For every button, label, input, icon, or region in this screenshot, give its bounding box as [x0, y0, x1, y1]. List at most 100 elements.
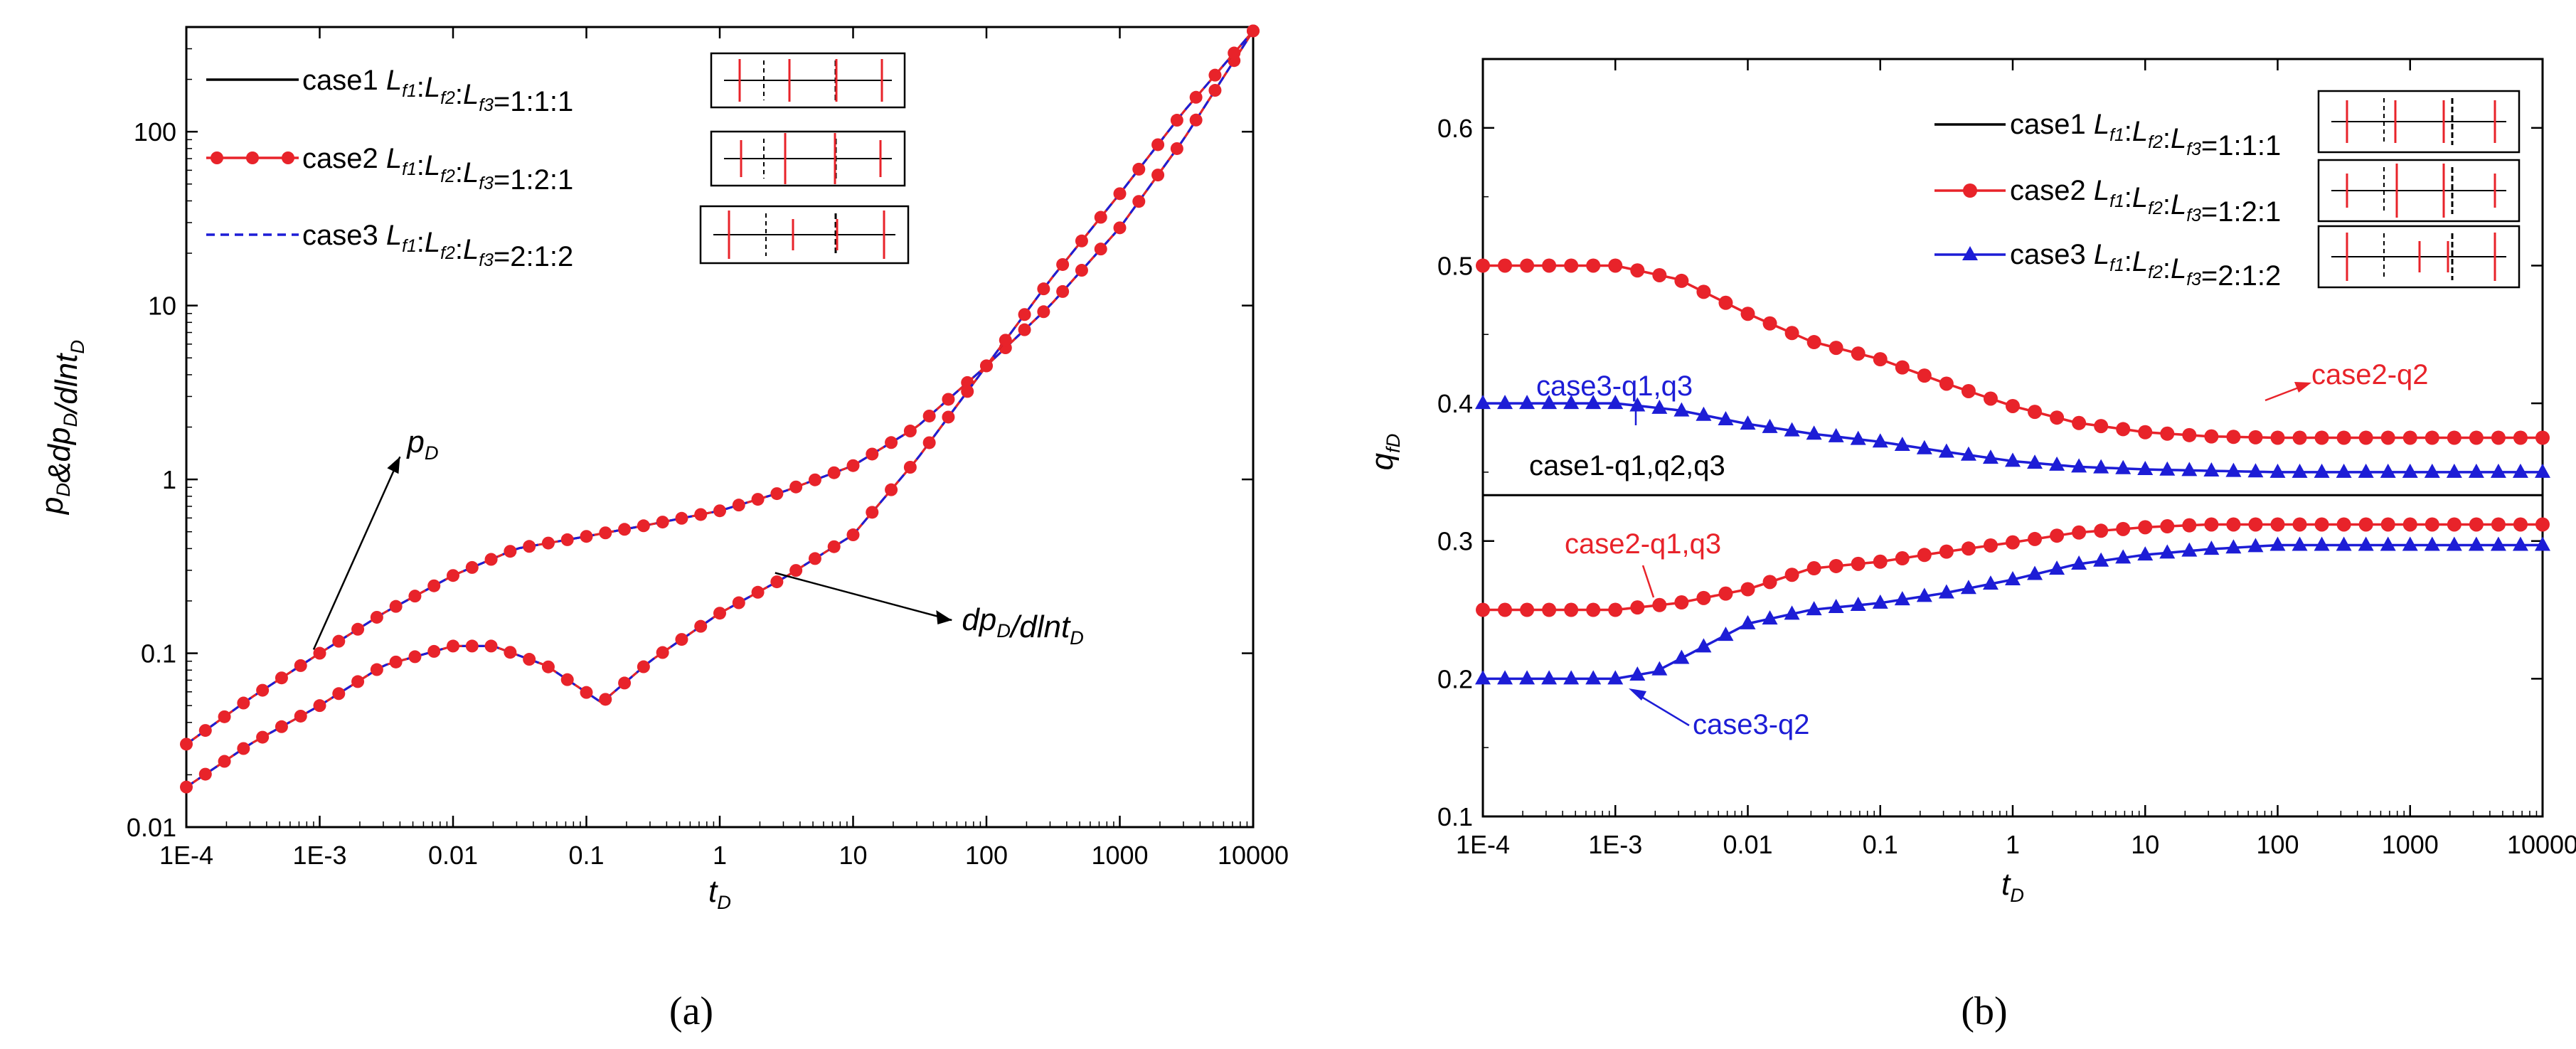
a-case2-pD-point: [218, 710, 231, 723]
a-xtick-label-5: 10: [839, 841, 867, 870]
b-case3-q1,q3-point: [1740, 415, 1756, 430]
b-case3-q2-point: [1563, 670, 1580, 685]
b-annotation-case3-q2-arrow: [1635, 692, 1690, 727]
a-case2-pD-point: [656, 516, 669, 529]
b-case3-q1,q3-point: [1607, 395, 1624, 410]
b-case3-q2-point: [2159, 544, 2176, 559]
a-case2-pD-point: [694, 508, 708, 521]
b-case2-q1,q3-point: [2182, 518, 2197, 533]
b-case2-q2-point: [2028, 405, 2043, 420]
a-panel-label: (a): [669, 989, 713, 1033]
b-case3-q1,q3-point: [2535, 463, 2550, 478]
a-legend-text-case2: case2 Lf1:Lf2:Lf3=1:2:1: [302, 143, 573, 196]
b-xtick-label-3: 0.1: [1863, 830, 1898, 859]
b-case3-q1,q3-point: [2336, 463, 2352, 478]
a-case2-dpD/dlntD-point: [580, 686, 593, 699]
b-annotation-case3-q2: case3-q2: [1693, 709, 1810, 740]
a-case2-pD-point: [389, 600, 403, 613]
b-case2-q1,q3-point: [1542, 602, 1557, 617]
b-case3-q2-point: [2424, 536, 2440, 551]
a-schematic-case1: [710, 52, 906, 109]
b-case2-q1,q3-point: [2248, 517, 2263, 532]
b-case3-q2-point: [1475, 670, 1491, 685]
b-case3-q2-point: [2314, 536, 2330, 551]
b-case3-q1,q3-point: [1960, 446, 1976, 461]
a-case2-pD-point: [560, 533, 574, 546]
a-case2-dpD/dlntD-point: [980, 359, 993, 373]
b-case2-q2-point: [1762, 316, 1777, 331]
b-case3-q1,q3-point: [2159, 461, 2176, 476]
a-case2-dpD/dlntD-point: [256, 730, 270, 744]
b-case3-q2-point: [1607, 670, 1624, 685]
b-case2-q1,q3-point: [2469, 517, 2484, 532]
b-case3-q1,q3-point: [2093, 459, 2109, 474]
a-xtick-label-3: 0.1: [568, 841, 604, 870]
a-case2-pD-point: [942, 393, 955, 406]
b-case3-q1,q3-point: [1497, 395, 1513, 410]
a-ytick-label-2: 1: [162, 465, 176, 494]
a-case2-pD-point: [599, 526, 612, 540]
a-case2-dpD/dlntD-point: [313, 699, 326, 713]
b-xtick-label-4: 1: [2006, 830, 2020, 859]
b-ytick-label-4: 0.5: [1437, 251, 1473, 280]
b-case2-q2-point: [1895, 360, 1910, 375]
b-case3-q2-point: [1740, 614, 1756, 629]
b-case2-q1,q3-point: [1608, 602, 1623, 617]
b-x-axis-title: tD: [2001, 867, 2024, 906]
b-case2-q1,q3-point: [2226, 517, 2241, 532]
a-case2-dpD/dlntD-point: [484, 639, 498, 653]
b-case2-q2-point: [1542, 258, 1557, 273]
a-ytick-label-1: 0.1: [141, 639, 176, 669]
b-case3-q1,q3-point: [2115, 459, 2131, 474]
b-case3-q1,q3-point: [2512, 463, 2528, 478]
a-xtick-label-8: 10000: [1218, 841, 1289, 870]
a-case2-pD-point: [827, 466, 841, 479]
b-annotation-case2-q2: case2-q2: [2311, 359, 2429, 390]
a-case2-dpD/dlntD-point: [713, 607, 726, 620]
a-xtick-label-4: 1: [713, 841, 727, 870]
b-case2-q1,q3-point: [1652, 597, 1667, 612]
b-case3-q2-point: [1938, 584, 1954, 599]
a-case2-dpD/dlntD-point: [599, 693, 612, 706]
b-case2-q1,q3-point: [1498, 602, 1513, 617]
a-case2-pD-point: [846, 459, 860, 472]
a-case2-pD-point: [351, 622, 365, 636]
a-pd-label: pD: [405, 425, 438, 464]
b-case3-q2-point: [1850, 596, 1866, 611]
b-case3-q2-point: [2535, 536, 2550, 551]
b-case2-q1,q3-point: [1939, 544, 1954, 559]
b-case3-q1,q3-point: [1894, 437, 1910, 452]
b-case2-q2-point: [1564, 258, 1579, 273]
b-annotation-case2-q1q3-arrow: [1641, 565, 1655, 598]
b-case3-q2-point: [1784, 605, 1800, 620]
a-case2-pD-point: [541, 536, 555, 550]
b-case3-q1,q3-point: [1718, 410, 1734, 425]
a-case2-dpD/dlntD-point: [1247, 24, 1260, 38]
b-case2-q1,q3-point: [1829, 558, 1843, 573]
b-case2-q2-point: [1476, 258, 1490, 273]
b-case2-q2-point: [2006, 398, 2020, 413]
b-xtick-label-6: 100: [2256, 830, 2299, 859]
b-case2-q1,q3-point: [1983, 538, 1998, 553]
b-legend-marker-case3: [1962, 246, 1978, 260]
b-case2-q2-point: [2204, 429, 2219, 444]
b-case2-q2-point: [1696, 284, 1711, 299]
b-case2-q2-point: [2513, 430, 2528, 445]
a-xtick-label-1: 1E-3: [292, 841, 346, 870]
a-case2-dpD/dlntD-point: [1018, 308, 1031, 321]
b-case3-q2-point: [2027, 565, 2043, 580]
a-case2-dpD/dlntD-point: [1075, 234, 1088, 247]
b-case2-q2-point: [2270, 430, 2285, 445]
b-legend-text-case2: case2 Lf1:Lf2:Lf3=1:2:1: [2010, 175, 2281, 228]
b-case3-q1,q3-point: [2424, 463, 2440, 478]
a-case2-pD-point: [237, 696, 250, 710]
a-case2-pD-point: [1189, 113, 1203, 127]
b-case2-q1,q3-point: [2491, 517, 2506, 532]
b-case2-q1,q3-point: [2380, 517, 2395, 532]
a-case2-dpD/dlntD-point: [999, 334, 1012, 347]
a-case2-dpD/dlntD-point: [541, 660, 555, 673]
a-case2-dpD/dlntD-point: [408, 650, 422, 664]
a-case2-dpD/dlntD-point: [427, 644, 441, 658]
b-case3-q1,q3-point: [1696, 406, 1712, 421]
a-case2-pD-point: [1018, 323, 1031, 336]
